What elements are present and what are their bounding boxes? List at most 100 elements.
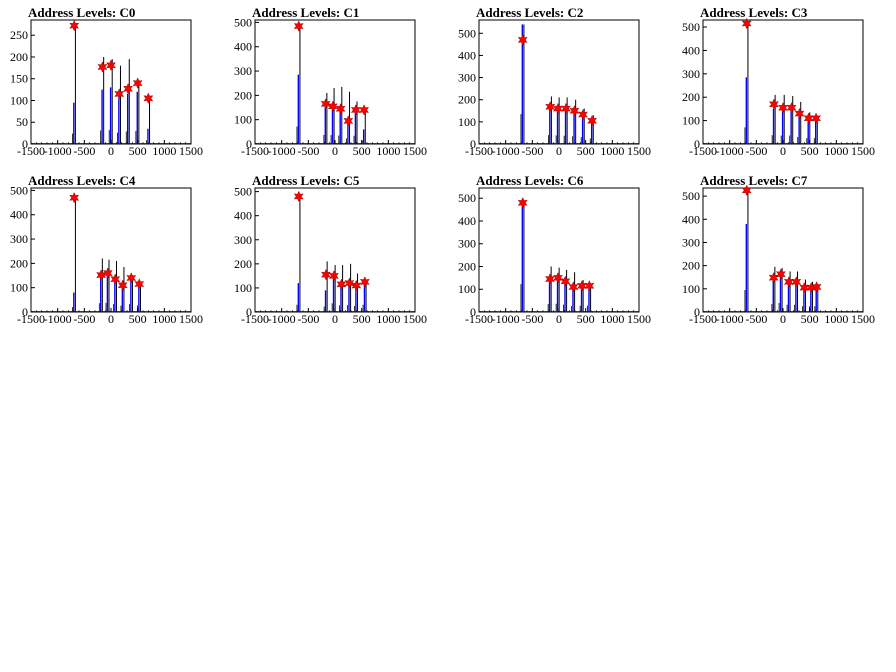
y-tick-label-0: 0 xyxy=(470,137,476,151)
y-tick-label-5: 500 xyxy=(682,20,700,34)
y-tick-label-5: 500 xyxy=(682,189,700,203)
y-tick-label-3: 150 xyxy=(10,72,28,86)
chart-title: Address Levels: C6 xyxy=(476,173,584,188)
x-tick-label-4: 500 xyxy=(353,312,371,326)
x-tick-label-5: 1000 xyxy=(824,312,848,326)
chart-title: Address Levels: C2 xyxy=(476,5,583,20)
x-tick-label-2: -500 xyxy=(745,312,767,326)
x-tick-label-0: -1500 xyxy=(17,144,45,158)
y-tick-label-1: 100 xyxy=(234,281,252,295)
peak-marker-3 xyxy=(336,278,347,291)
x-tick-label-6: 1500 xyxy=(179,144,203,158)
histogram-group xyxy=(296,24,366,144)
x-tick-label-0: -1500 xyxy=(689,144,717,158)
plot-frame xyxy=(702,187,864,313)
peak-marker-4 xyxy=(344,277,355,289)
peak-marker-0 xyxy=(517,34,528,46)
chart-panel-c4: Address Levels: C4 -1500 -1000 -500 0 500 1000… xyxy=(0,168,224,336)
x-tick-label-2: -500 xyxy=(521,312,543,326)
y-tick-label-4: 400 xyxy=(458,214,476,228)
peak-marker-6 xyxy=(143,92,154,105)
y-tick-label-2: 200 xyxy=(458,259,476,273)
chart-svg-c2: Address Levels: C2-1500-1000 -500 0 500 1000… xyxy=(458,5,651,158)
y-tick-label-2: 200 xyxy=(682,90,700,104)
peak-marker-7 xyxy=(811,281,822,293)
x-tick-label-5: 1000 xyxy=(824,144,848,158)
x-tick-label-0: -1500 xyxy=(17,312,45,326)
peak-marker-2 xyxy=(327,100,338,113)
chart-title: Address Levels: C5 xyxy=(252,173,360,188)
peak-marker-2 xyxy=(775,268,786,280)
peak-marker-4 xyxy=(569,105,580,117)
peak-marker-2 xyxy=(553,272,563,284)
x-tick-label-3: 0 xyxy=(108,144,114,158)
y-tick-label-0: 0 xyxy=(246,137,252,151)
chart-svg-c1: Address Levels: C1-1500-1000 -500 0 500 1000… xyxy=(234,5,427,158)
y-tick-label-2: 100 xyxy=(10,93,28,107)
chart-svg-c6: Address Levels: C6-1500-1000 -500 0 500 1000… xyxy=(458,173,651,326)
y-tick-label-4: 400 xyxy=(458,48,476,62)
peak-marker-4 xyxy=(568,281,579,293)
x-tick-label-4: 500 xyxy=(353,144,371,158)
peak-marker-0 xyxy=(69,192,80,204)
x-tick-label-0: -1500 xyxy=(689,312,717,326)
peak-marker-2 xyxy=(106,59,116,71)
x-tick-label-6: 1500 xyxy=(627,144,651,158)
histogram-group xyxy=(296,194,367,312)
x-tick-label-1: -1000 xyxy=(716,144,744,158)
x-tick-label-6: 1500 xyxy=(851,312,875,326)
x-tick-label-3: 0 xyxy=(108,312,114,326)
peak-marker-6 xyxy=(134,278,145,290)
y-tick-label-1: 100 xyxy=(458,282,476,296)
y-tick-label-0: 0 xyxy=(22,305,28,319)
peak-marker-2 xyxy=(553,102,563,115)
peak-marker-1 xyxy=(545,101,556,113)
x-tick-label-4: 500 xyxy=(129,144,147,158)
peak-marker-4 xyxy=(117,279,128,291)
y-tick-label-5: 500 xyxy=(234,15,252,29)
x-tick-label-2: -500 xyxy=(521,144,543,158)
peak-marker-3 xyxy=(786,102,797,114)
peak-marker-1 xyxy=(545,273,555,285)
peak-marker-5 xyxy=(350,104,361,116)
peak-marker-5 xyxy=(126,272,137,284)
y-tick-label-5: 250 xyxy=(10,28,28,42)
chart-svg-c5: Address Levels: C5-1500-1000 -500 0 500 1000… xyxy=(234,173,427,326)
y-tick-label-0: 0 xyxy=(694,305,700,319)
x-tick-label-0: -1500 xyxy=(241,312,269,326)
x-tick-label-2: -500 xyxy=(73,312,95,326)
x-tick-label-3: 0 xyxy=(780,312,786,326)
y-tick-label-1: 100 xyxy=(682,282,700,296)
x-tick-label-1: -1000 xyxy=(44,144,72,158)
x-tick-label-3: 0 xyxy=(556,312,562,326)
peak-marker-5 xyxy=(799,281,810,294)
y-tick-label-2: 200 xyxy=(234,257,252,271)
y-tick-label-4: 400 xyxy=(682,212,700,226)
peak-marker-1 xyxy=(769,98,779,110)
x-tick-label-2: -500 xyxy=(297,312,319,326)
y-tick-label-0: 0 xyxy=(694,137,700,151)
y-tick-label-1: 50 xyxy=(16,115,28,129)
peak-marker-0 xyxy=(69,19,80,32)
x-tick-label-2: -500 xyxy=(745,144,767,158)
chart-panel-c2: Address Levels: C2 -1500 -1000 -500 0 500 1000… xyxy=(448,0,672,168)
histogram-group xyxy=(744,22,818,144)
peak-marker-3 xyxy=(114,88,125,100)
x-tick-label-3: 0 xyxy=(332,312,338,326)
x-tick-label-0: -1500 xyxy=(241,144,269,158)
y-tick-label-3: 300 xyxy=(682,235,700,249)
peak-marker-2 xyxy=(778,102,788,114)
x-tick-label-1: -1000 xyxy=(44,312,72,326)
chart-title: Address Levels: C1 xyxy=(252,5,359,20)
y-tick-label-1: 100 xyxy=(682,114,700,128)
chart-panel-c0: Address Levels: C0 -1500 -1000 -500 0 500 1000… xyxy=(0,0,224,168)
peak-marker-1 xyxy=(320,98,331,110)
peak-marker-4 xyxy=(123,83,133,95)
chart-panel-c5: Address Levels: C5 -1500 -1000 -500 0 500 1000… xyxy=(224,168,448,336)
y-tick-label-5: 500 xyxy=(10,183,28,197)
x-tick-label-6: 1500 xyxy=(627,312,651,326)
peak-marker-2 xyxy=(329,270,339,282)
address-levels-figure: Address Levels: C0 -1500 -1000 -500 0 500 1000… xyxy=(0,0,875,336)
x-tick-label-6: 1500 xyxy=(403,312,427,326)
peak-marker-4 xyxy=(791,276,802,288)
